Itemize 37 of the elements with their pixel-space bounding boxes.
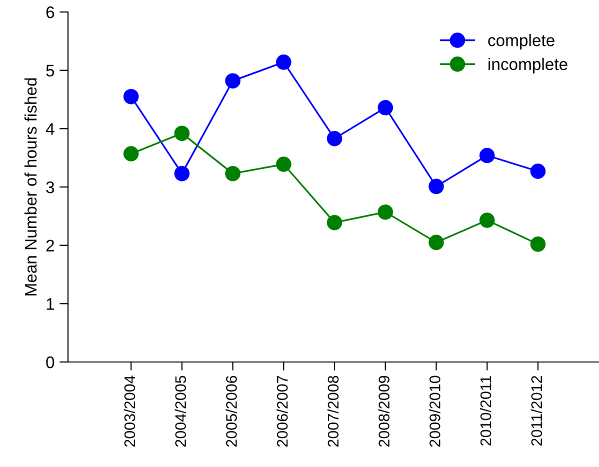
point [225, 73, 240, 88]
x-tick-label: 2004/2005 [174, 376, 186, 447]
point [479, 212, 495, 228]
x-tick-label: 2005/2006 [226, 376, 237, 447]
point [378, 204, 394, 220]
point [326, 130, 342, 146]
point [530, 164, 546, 179]
y-tick-label: 3 [46, 181, 54, 194]
x-tick-label: 2011/2012 [530, 376, 542, 446]
x-tick-label: 2003/2004 [124, 376, 136, 447]
y-tick-label: 5 [46, 64, 54, 77]
point [174, 166, 190, 182]
y-tick-label: 2 [46, 240, 54, 252]
y-tick-label: 0 [46, 356, 54, 368]
y-tick-label: 4 [46, 123, 54, 135]
legend-label: incomplete [488, 58, 568, 74]
legend-label: complete [488, 34, 554, 50]
point [428, 234, 444, 250]
point [530, 236, 546, 252]
x-tick-label: 2010/2011 [480, 376, 492, 446]
x-tick-label: 2006/2007 [276, 376, 288, 447]
point [326, 214, 342, 230]
y-axis-title: Mean Number of hours fished [24, 78, 37, 296]
point [276, 54, 292, 70]
x-tick-label: 2009/2010 [429, 376, 440, 447]
point [123, 88, 139, 104]
x-tick-label: 2008/2009 [378, 376, 390, 447]
point [378, 100, 394, 116]
y-tick-label: 6 [46, 6, 54, 18]
point [123, 146, 139, 162]
point [276, 156, 292, 172]
point [428, 178, 444, 194]
y-tick-label: 1 [46, 298, 54, 310]
point [174, 126, 190, 141]
x-tick-label: 2007/2008 [327, 376, 339, 447]
point [479, 148, 495, 164]
point [225, 166, 240, 182]
